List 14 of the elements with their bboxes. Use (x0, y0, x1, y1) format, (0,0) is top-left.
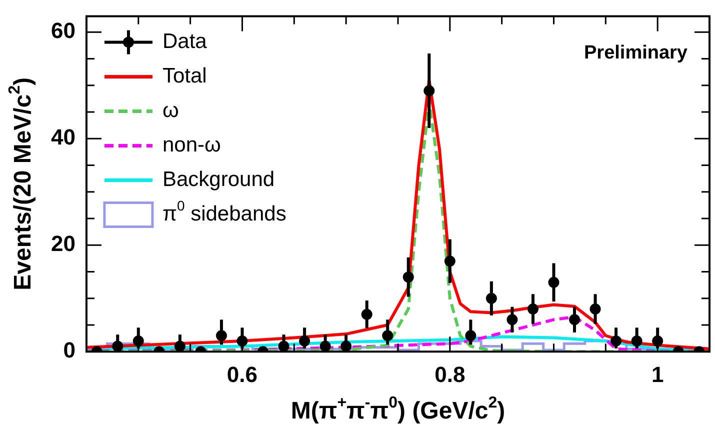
legend-label: Data (162, 30, 208, 53)
annotation: Preliminary (584, 42, 688, 64)
legend-label: ω (162, 98, 179, 122)
x-tick-label: 0.8 (434, 362, 466, 387)
legend-label: Total (162, 64, 207, 88)
y-tick-label: 20 (50, 231, 76, 256)
legend-label: Background (162, 168, 275, 191)
y-tick-label: 60 (50, 18, 76, 44)
x-tick-label: 1 (651, 362, 664, 387)
y-tick-label: 40 (50, 124, 76, 150)
y-axis-title: Events/(20 MeV/c2) (6, 77, 37, 290)
x-tick-label: 0.6 (226, 362, 258, 387)
y-tick-label: 0 (63, 338, 76, 363)
legend-label: non-ω (162, 133, 221, 156)
